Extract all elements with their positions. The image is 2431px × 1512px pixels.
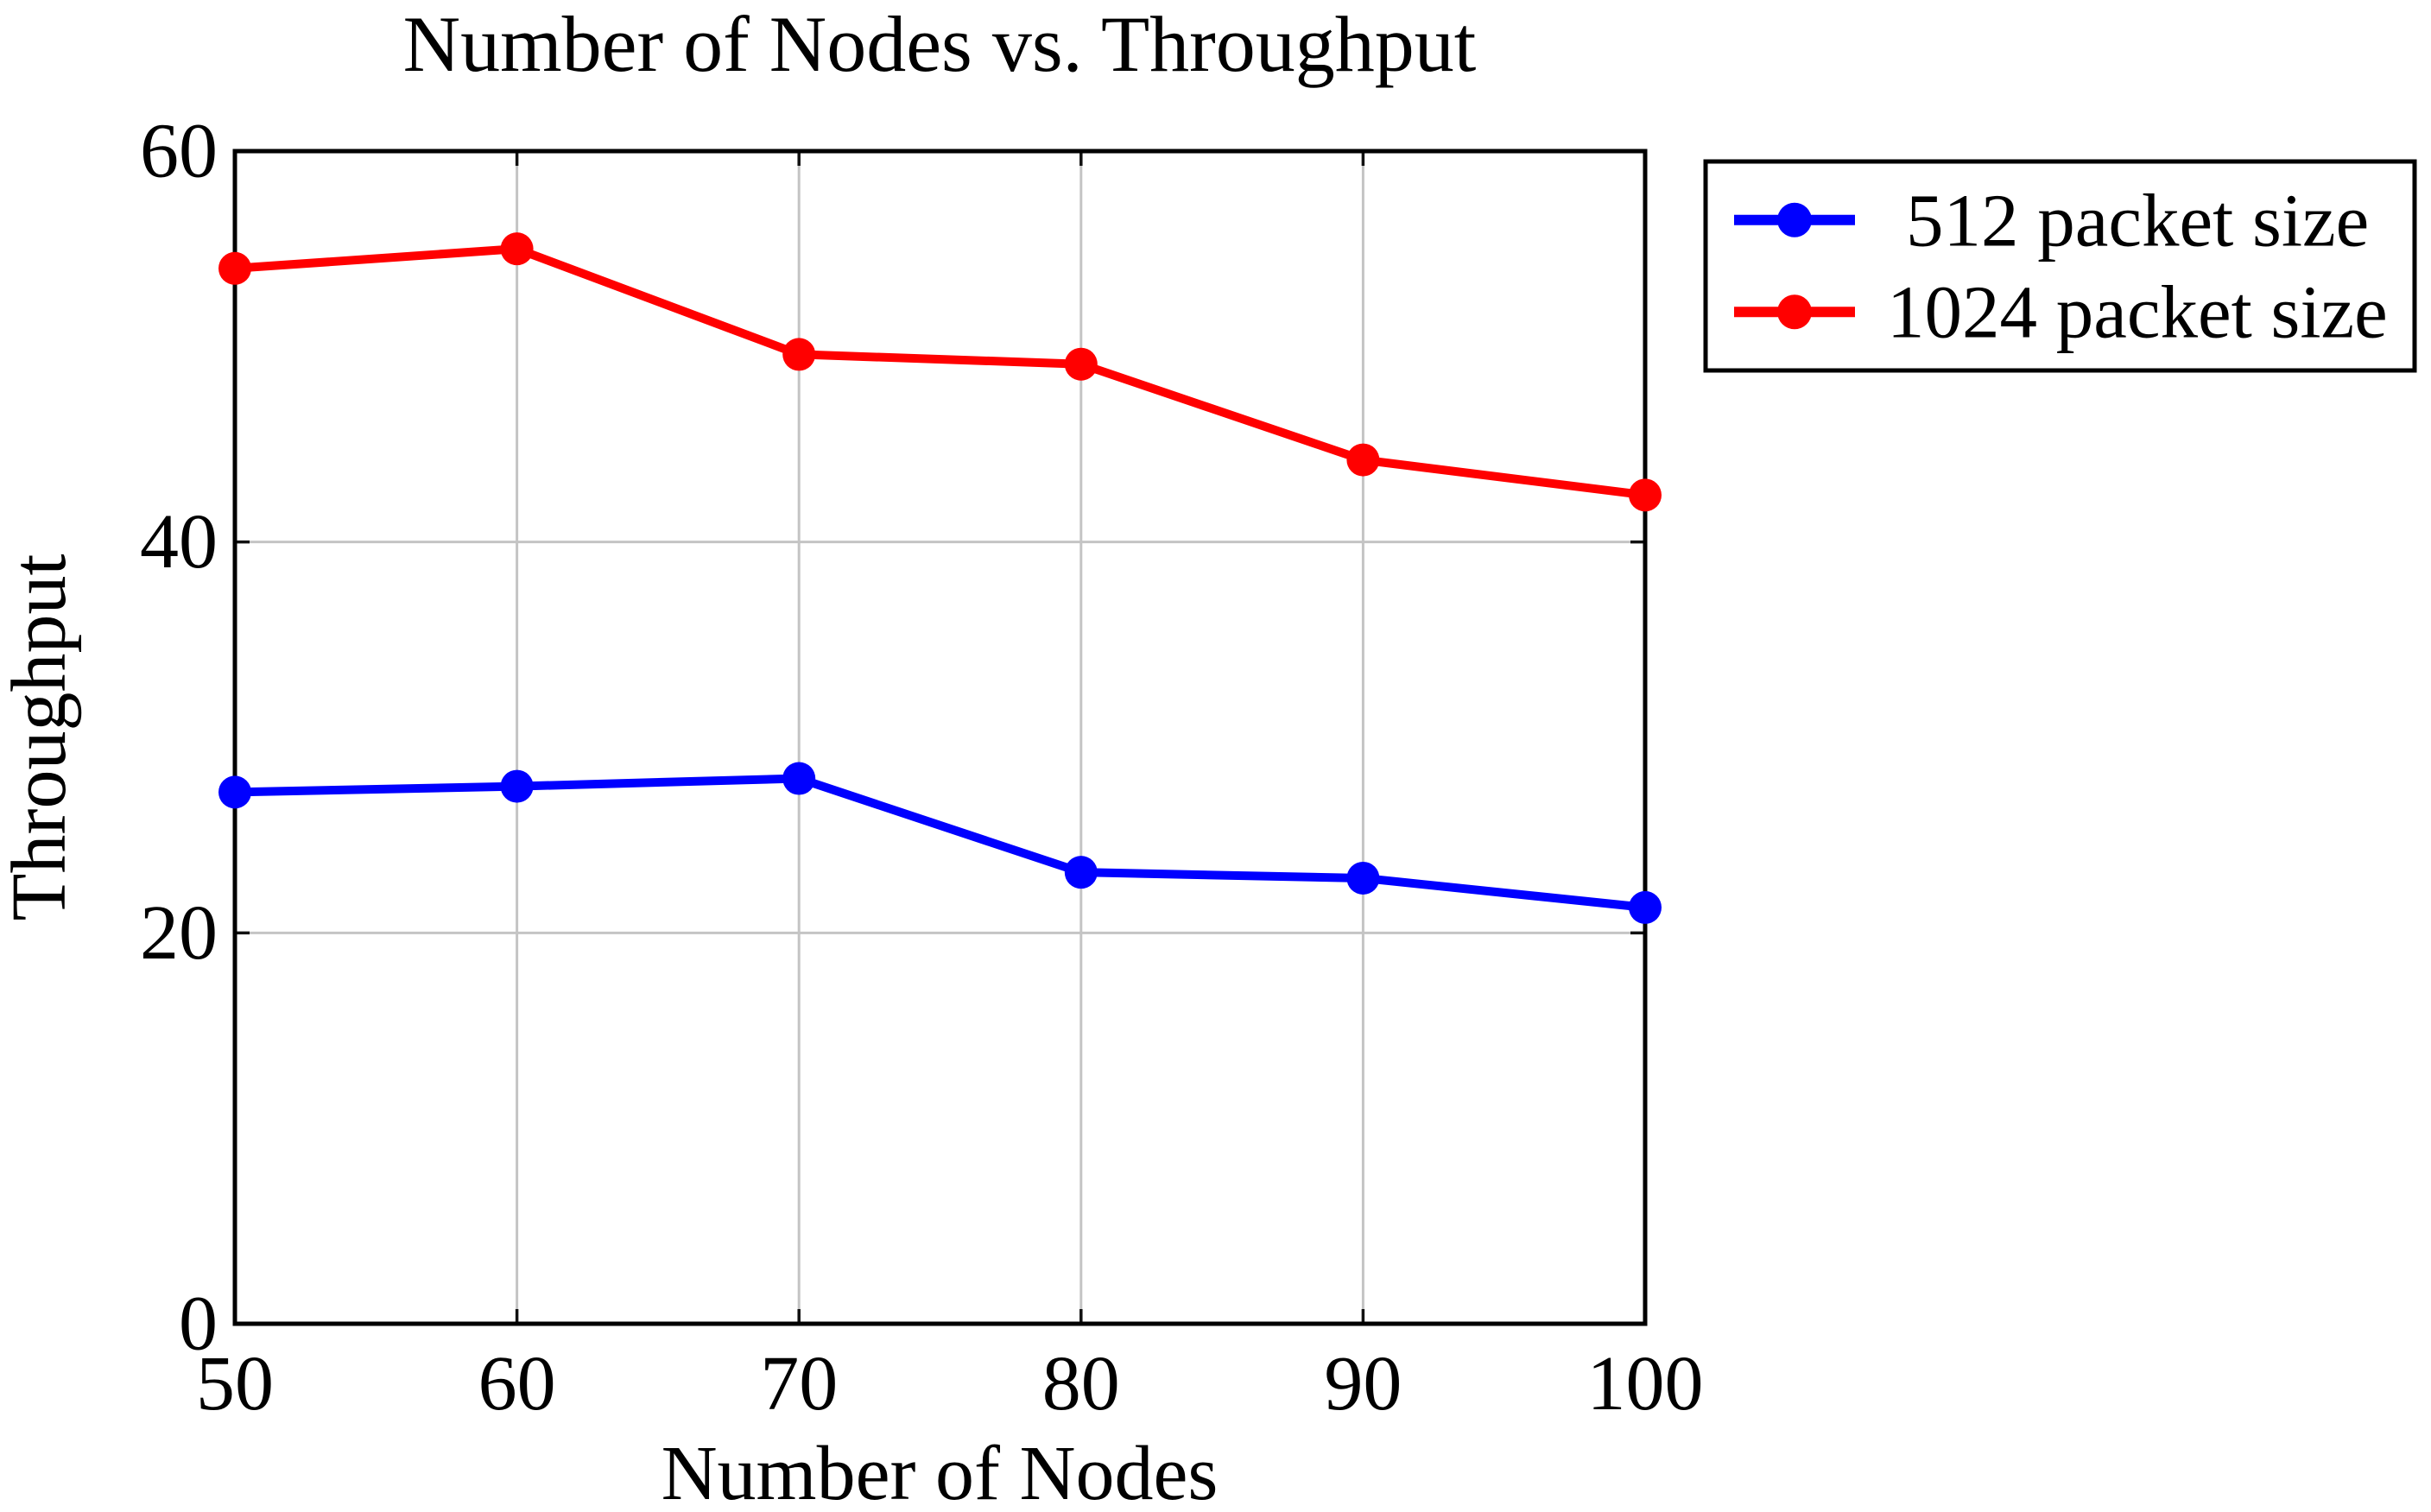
x-tick-label: 80 [1042, 1341, 1120, 1427]
legend-label-512-packet-size: 512 packet size [1906, 178, 2369, 262]
y-tick-label: 60 [140, 109, 218, 194]
y-tick-label: 0 [179, 1281, 218, 1367]
legend-marker-icon [1777, 294, 1812, 330]
y-tick-labels: 0 20 40 60 [140, 109, 218, 1367]
data-point-1024-packet-size [1629, 478, 1662, 512]
x-tick-label: 70 [760, 1341, 838, 1427]
x-tick-labels: 50 60 70 80 90 100 [196, 1341, 1704, 1427]
axis-ticks [235, 151, 1645, 1324]
x-tick-label: 50 [196, 1341, 274, 1427]
legend-box [1703, 159, 2417, 373]
data-point-512-packet-size [782, 762, 816, 795]
data-point-1024-packet-size [500, 232, 534, 266]
data-point-1024-packet-size [218, 251, 251, 285]
data-point-512-packet-size [218, 775, 251, 809]
x-tick-label: 60 [478, 1341, 556, 1427]
chart-title: Number of Nodes vs. Throughput [403, 0, 1477, 88]
plot-frame [232, 149, 1648, 1326]
data-point-1024-packet-size [1064, 347, 1098, 381]
data-point-1024-packet-size [1346, 443, 1380, 477]
data-point-512-packet-size [1629, 890, 1662, 924]
series-line-512-packet-size [231, 774, 1649, 912]
series-layer [218, 232, 1662, 924]
gridlines [235, 151, 1645, 1324]
legend-marker-icon [1777, 202, 1812, 237]
series-line-1024-packet-size [231, 244, 1649, 500]
y-tick-label: 40 [140, 499, 218, 585]
data-point-512-packet-size [1064, 856, 1098, 889]
legend-label-1024-packet-size: 1024 packet size [1887, 270, 2388, 354]
x-tick-label: 100 [1587, 1341, 1704, 1427]
data-point-1024-packet-size [782, 338, 816, 371]
x-tick-label: 90 [1324, 1341, 1402, 1427]
data-point-512-packet-size [500, 769, 534, 803]
y-tick-label: 20 [140, 890, 218, 976]
y-axis-label: Throughput [0, 554, 82, 921]
data-point-512-packet-size [1346, 861, 1380, 895]
x-axis-label: Number of Nodes [662, 1431, 1219, 1512]
